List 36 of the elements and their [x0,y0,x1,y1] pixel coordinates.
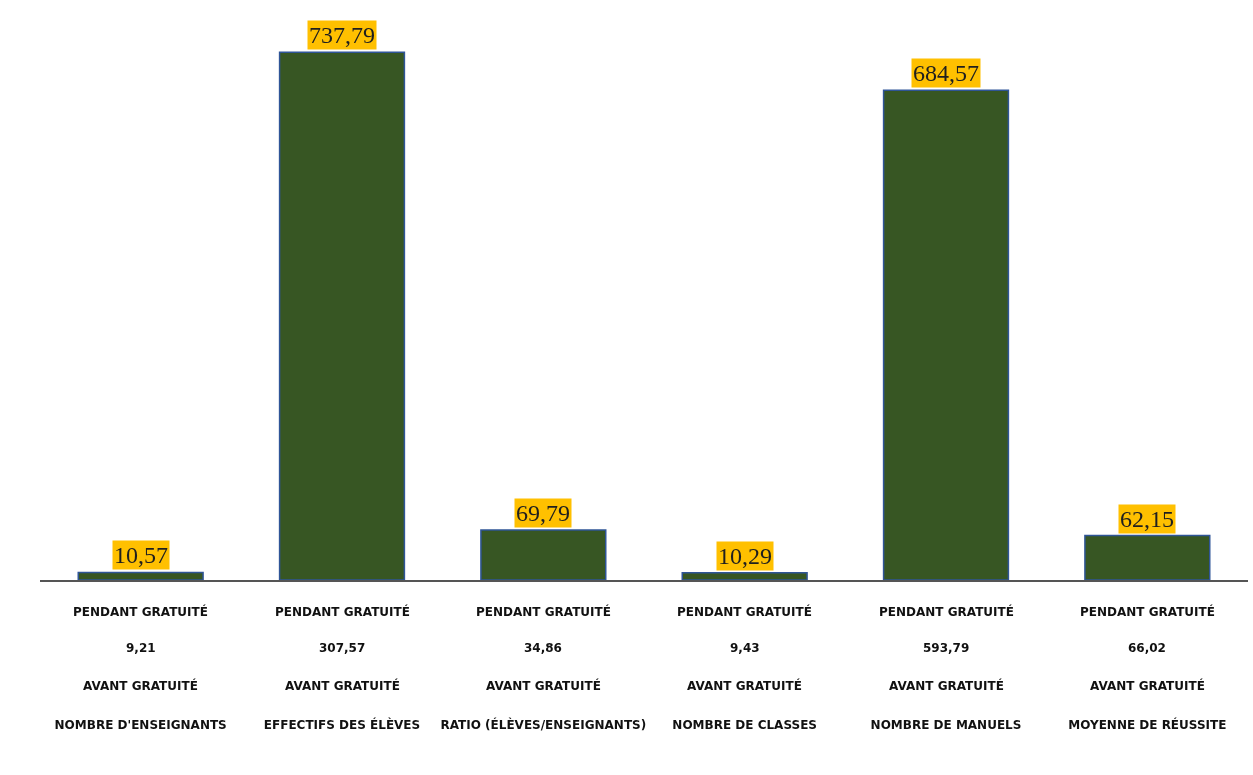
bar [278,51,406,580]
x-tick-label: NOMBRE DE CLASSES [672,718,817,733]
text: 307,57 [319,641,366,655]
text: 34,86 [524,641,562,655]
x-tick-label: NOMBRE DE MANUELS [870,718,1022,733]
x-tick-label: EFFECTIFS DES ÉLÈVES [263,717,421,733]
x-tick-label: NOMBRE D'ENSEIGNANTS [54,718,227,733]
text: 9,43 [730,641,760,655]
text: AVANT GRATUITÉ [1090,678,1205,693]
text: 9,21 [126,641,156,655]
data-label: 69,79 [516,500,570,526]
data-label: 737,79 [309,22,375,48]
x-tick-label: MOYENNE DE RÉUSSITE [1068,717,1227,733]
text: PENDANT GRATUITÉ [1080,604,1215,619]
text: AVANT GRATUITÉ [687,678,802,693]
text: AVANT GRATUITÉ [889,678,1004,693]
x-tick-label: RATIO (ÉLÈVES/ENSEIGNANTS) [440,717,647,733]
data-label: 684,57 [913,60,979,86]
bar [480,529,607,580]
data-label: 62,15 [1120,506,1174,532]
text: 593,79 [923,641,970,655]
text: AVANT GRATUITÉ [83,678,198,693]
text: AVANT GRATUITÉ [486,678,601,693]
data-label: 10,57 [114,542,168,568]
bar [77,571,204,580]
text: PENDANT GRATUITÉ [275,604,410,619]
text: PENDANT GRATUITÉ [677,604,812,619]
text: AVANT GRATUITÉ [285,678,400,693]
text: PENDANT GRATUITÉ [476,604,611,619]
text: PENDANT GRATUITÉ [879,604,1014,619]
bar [1084,534,1211,580]
bar [882,89,1010,580]
text: 66,02 [1128,641,1166,655]
data-label: 10,29 [718,543,772,569]
bar [681,571,808,580]
text: PENDANT GRATUITÉ [73,604,208,619]
